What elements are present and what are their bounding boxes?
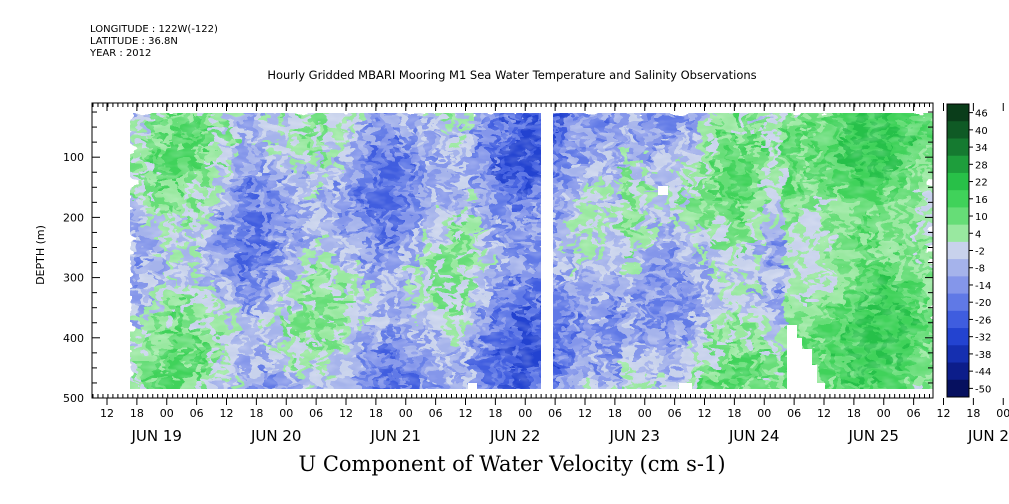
chart-title: Hourly Gridded MBARI Mooring M1 Sea Wate… [267, 68, 757, 82]
longitude-label: LONGITUDE : 122W(-122) [90, 24, 218, 35]
latitude-label: LATITUDE : 36.8N [90, 36, 178, 47]
year-label: YEAR : 2012 [90, 48, 152, 59]
metadata-block: LONGITUDE : 122W(-122) LATITUDE : 36.8N … [90, 24, 218, 60]
heatmap-field [92, 103, 933, 398]
